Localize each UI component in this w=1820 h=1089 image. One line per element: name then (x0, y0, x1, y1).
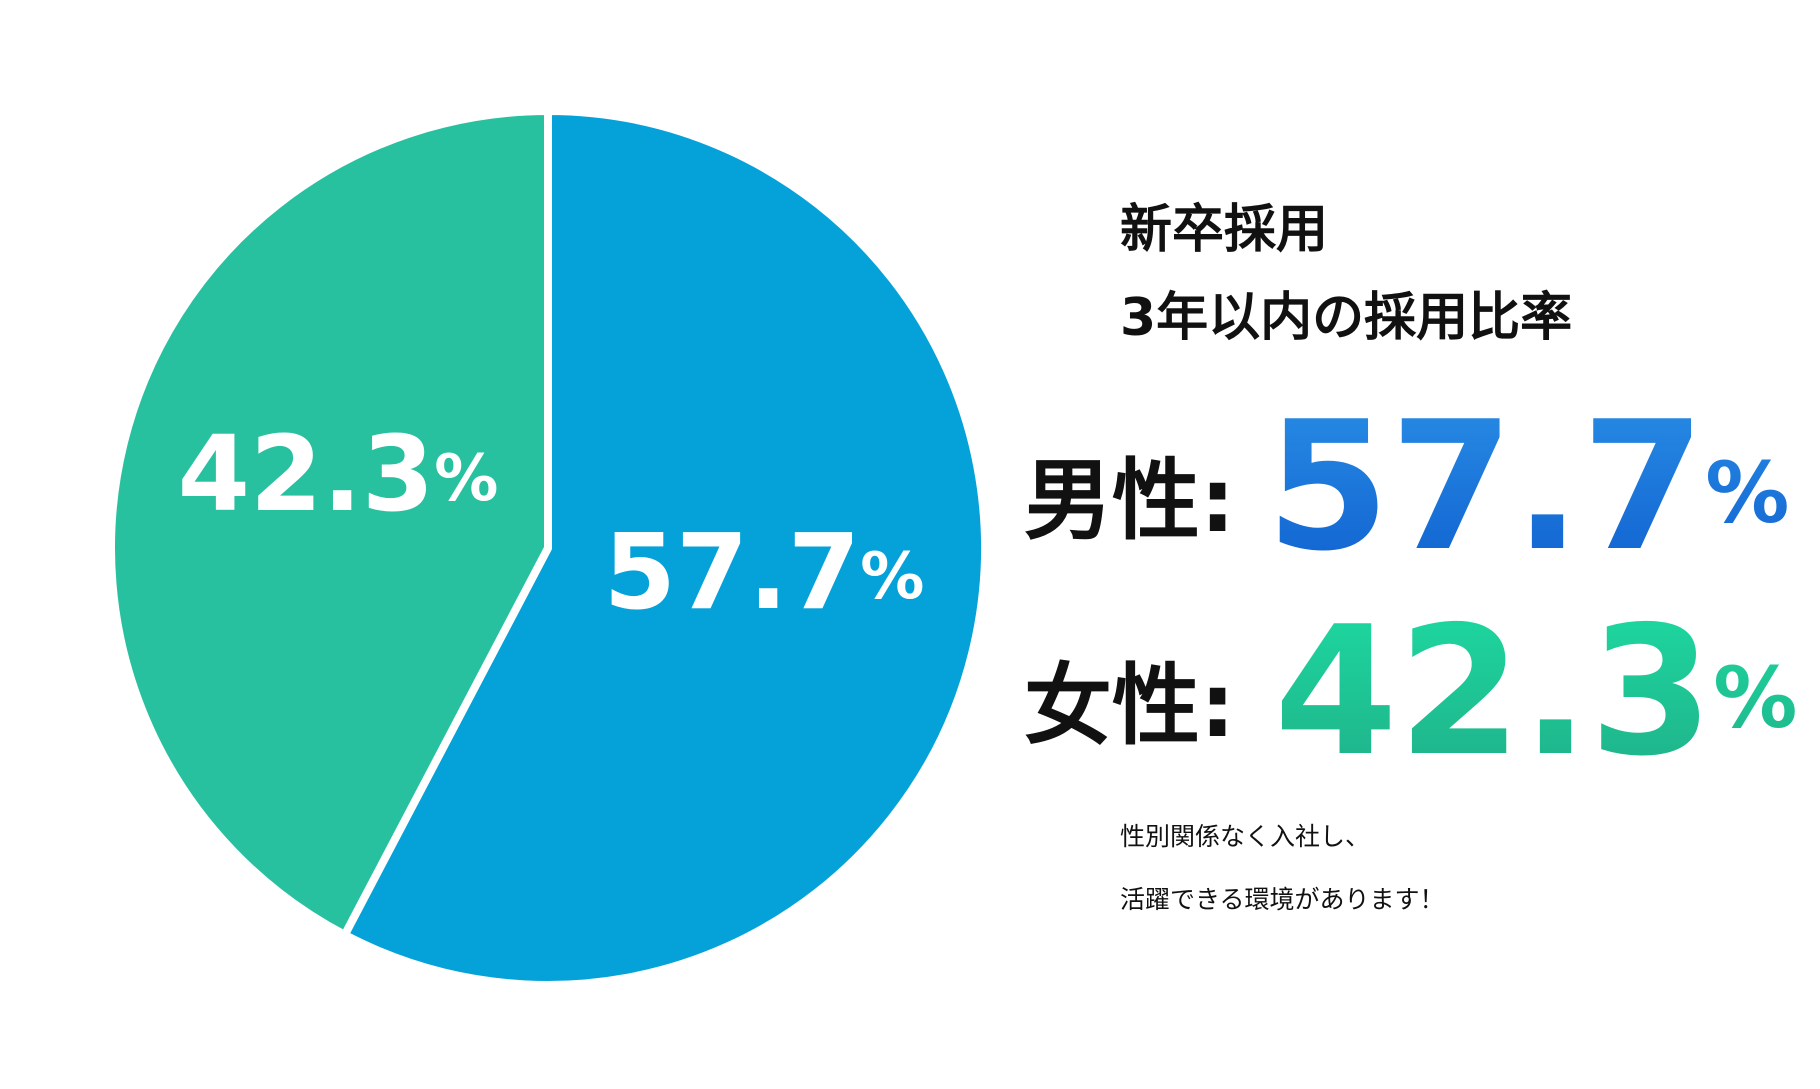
pie-slice (340, 107, 989, 989)
pie-slice (107, 107, 552, 939)
legend-label: 男性: (1024, 449, 1235, 552)
value-label: 57.7% (604, 511, 925, 633)
note-line: 性別関係なく入社し、 (1120, 822, 1370, 851)
subtitle: 3年以内の採用比率 (1120, 288, 1572, 348)
pie (107, 107, 989, 989)
legend-label: 女性: (1024, 654, 1235, 757)
value-label: 57.7% (1266, 383, 1789, 590)
note-line: 活躍できる環境があります！ (1120, 885, 1445, 914)
value-label: 42.3% (1274, 588, 1797, 795)
value-label: 42.3% (178, 413, 499, 535)
title: 新卒採用 (1120, 200, 1328, 260)
